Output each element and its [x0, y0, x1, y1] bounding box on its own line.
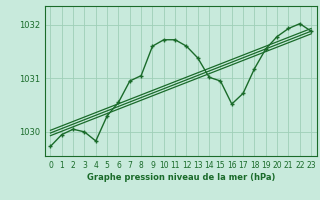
X-axis label: Graphe pression niveau de la mer (hPa): Graphe pression niveau de la mer (hPa)	[87, 173, 275, 182]
